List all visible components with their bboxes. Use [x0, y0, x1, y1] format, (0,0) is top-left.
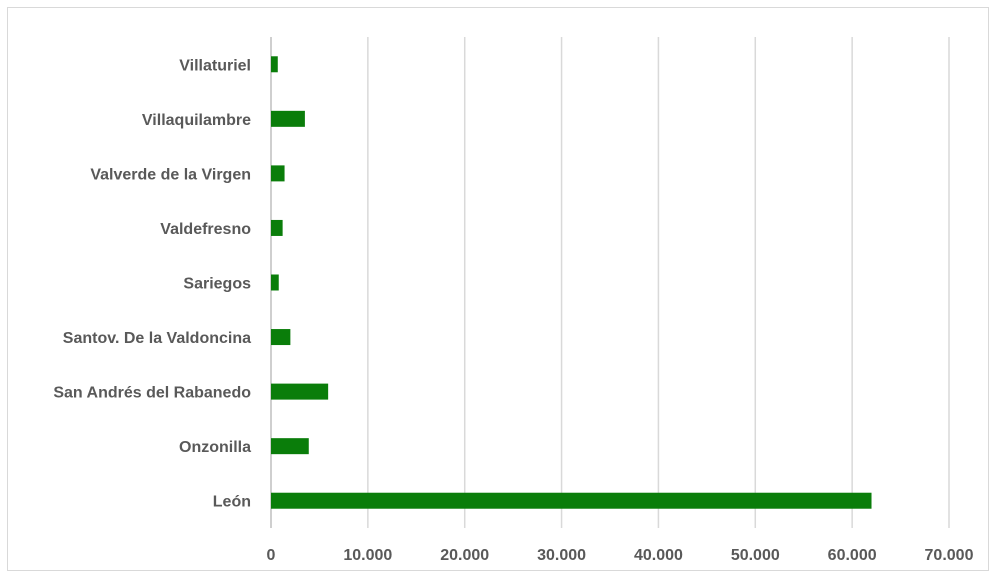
x-tick-label: 30.000: [537, 547, 586, 564]
category-label: Onzonilla: [179, 439, 251, 456]
category-label: Villaturiel: [179, 57, 251, 74]
bar: [271, 110, 305, 127]
category-label: León: [213, 494, 251, 511]
category-labels: Villaturiel Villaquilambre Valverde de la …: [53, 57, 251, 510]
x-tick-label: 50.000: [731, 547, 780, 564]
category-label: Villaquilambre: [142, 112, 251, 129]
x-tick-labels: 0 10.000 20.000 30.000 40.000 50.000 60.000 70.…: [267, 547, 974, 564]
x-tick-label: 70.000: [925, 547, 974, 564]
x-tick-label: 0: [267, 547, 276, 564]
x-tick-label: 10.000: [343, 547, 392, 564]
bar: [271, 329, 291, 346]
bar: [271, 274, 279, 291]
chart-frame: [7, 7, 989, 571]
category-label: San Andrés del Rabanedo: [53, 385, 251, 402]
bar: [271, 383, 329, 400]
bar: [271, 165, 285, 182]
category-label: Valverde de la Virgen: [90, 166, 251, 183]
x-tick-label: 40.000: [634, 547, 683, 564]
bars: [271, 56, 872, 509]
category-label: Sariegos: [183, 276, 251, 293]
bar: [271, 56, 278, 73]
x-tick-label: 20.000: [440, 547, 489, 564]
x-tick-label: 60.000: [828, 547, 877, 564]
category-label: Valdefresno: [160, 221, 251, 238]
bar: [271, 219, 283, 236]
gridlines: [270, 37, 950, 528]
bar: [271, 492, 872, 509]
bar: [271, 438, 309, 455]
category-label: Santov. De la Valdoncina: [63, 330, 251, 347]
